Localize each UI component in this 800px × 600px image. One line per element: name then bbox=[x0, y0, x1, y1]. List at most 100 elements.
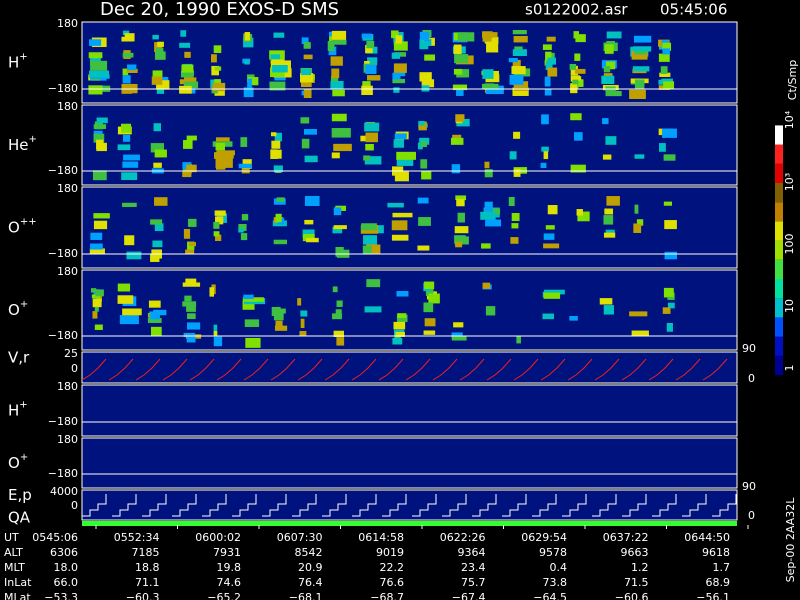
spectrogram-cell bbox=[417, 197, 429, 204]
spectrogram-cell bbox=[156, 80, 170, 90]
spectrogram-cell bbox=[183, 140, 193, 149]
spectrogram-cell bbox=[147, 317, 162, 323]
spectrogram-cell bbox=[485, 85, 504, 95]
spectrogram-cell bbox=[605, 90, 622, 97]
row-value: 1.2 bbox=[631, 561, 649, 574]
colorbar-segment bbox=[775, 240, 783, 260]
row-value: −56.1 bbox=[696, 591, 730, 600]
panel-top-tick: 180 bbox=[57, 182, 78, 195]
spectrogram-cell bbox=[187, 322, 201, 330]
spectrogram-cell bbox=[122, 75, 131, 84]
spectrogram-cell bbox=[632, 46, 652, 52]
spectrogram-cell bbox=[181, 64, 194, 73]
spectrogram-cell bbox=[92, 170, 107, 181]
panel-label-sup: + bbox=[19, 52, 27, 63]
spectrogram-cell bbox=[606, 31, 622, 39]
spectrogram-cell bbox=[421, 85, 430, 92]
spectrogram-cell bbox=[391, 52, 401, 59]
spectrogram-cell bbox=[304, 219, 314, 225]
row-value: 8542 bbox=[295, 546, 323, 559]
spectrogram-cell bbox=[92, 311, 98, 319]
spectrogram-cell bbox=[365, 143, 374, 151]
spectrogram-cell bbox=[186, 164, 197, 173]
spectrogram-cell bbox=[576, 209, 583, 216]
spectrogram-cell bbox=[540, 162, 547, 169]
spectrogram-cell bbox=[395, 331, 405, 337]
panel-top-tick: 180 bbox=[57, 265, 78, 278]
spectrogram-cell bbox=[634, 154, 645, 159]
panel-bottom-tick: −180 bbox=[48, 82, 78, 95]
spectrogram-cell bbox=[270, 149, 278, 160]
title: Dec 20, 1990 EXOS-D SMS bbox=[100, 0, 339, 20]
spectrogram-cell bbox=[633, 223, 642, 233]
spectrogram-cell bbox=[513, 131, 521, 139]
spectrogram-cell bbox=[367, 57, 378, 66]
panel-label: O+ bbox=[8, 299, 28, 319]
spectrogram-cell bbox=[271, 140, 281, 149]
velocity-trace bbox=[81, 358, 728, 381]
spectrogram-cell bbox=[303, 42, 311, 49]
spectrogram-cell bbox=[297, 298, 302, 306]
spectrogram-cell bbox=[275, 149, 282, 159]
panel-label-text: V,r bbox=[8, 348, 30, 366]
spectrogram-cell bbox=[422, 41, 432, 46]
spectrogram-cell bbox=[395, 35, 403, 44]
spectrogram-cell bbox=[484, 36, 499, 44]
spectrogram-cell bbox=[213, 231, 220, 237]
panel-bottom-tick: −180 bbox=[48, 467, 78, 480]
spectrogram-cell bbox=[117, 283, 131, 292]
right-tick: 90 bbox=[742, 342, 756, 355]
panel-top-tick: 180 bbox=[57, 100, 78, 113]
spectrogram-cell bbox=[418, 121, 427, 131]
spectrogram-cell bbox=[364, 122, 380, 132]
spectrogram-cell bbox=[121, 36, 133, 42]
spectrogram-cell bbox=[302, 229, 315, 238]
spectrogram-cell bbox=[457, 212, 465, 223]
spectrogram-cell bbox=[420, 141, 427, 148]
panel-label: H+ bbox=[8, 400, 28, 420]
spectrogram-cell bbox=[633, 35, 652, 43]
spectrogram-cell bbox=[242, 300, 255, 310]
panel-top-tick: 25 bbox=[64, 347, 78, 360]
spectrogram-cell bbox=[96, 117, 108, 124]
file-name: s0122002.asr bbox=[525, 1, 628, 19]
spectrogram-cell bbox=[547, 67, 558, 77]
qa-bar bbox=[82, 521, 737, 526]
spectrogram-cell bbox=[456, 69, 470, 78]
spectrogram-cell bbox=[148, 300, 161, 308]
panel-label-text: O bbox=[8, 301, 20, 319]
spectrogram-cell bbox=[215, 137, 230, 142]
spectrogram-cell bbox=[124, 235, 135, 246]
row-value: 9618 bbox=[702, 546, 730, 559]
spectrogram-cell bbox=[270, 60, 282, 69]
spectrogram-cell bbox=[270, 132, 277, 137]
row-value: 18.8 bbox=[135, 561, 160, 574]
spectrogram-cell bbox=[306, 237, 319, 243]
spectrogram-cell bbox=[182, 282, 201, 287]
spectrogram-cell bbox=[631, 330, 649, 337]
spectrogram-cell bbox=[482, 69, 494, 79]
panel-top-tick: 180 bbox=[57, 17, 78, 30]
row-value: 0644:50 bbox=[684, 531, 730, 544]
spectrogram-cell bbox=[391, 30, 399, 39]
row-value: 7185 bbox=[132, 546, 160, 559]
spectrogram-cell bbox=[393, 87, 400, 93]
spectrogram-cell bbox=[456, 86, 464, 96]
spectrogram-cell bbox=[215, 142, 225, 151]
spectrogram-cell bbox=[215, 216, 224, 225]
spectrogram-cell bbox=[396, 159, 414, 166]
spectrogram-cell bbox=[247, 78, 252, 89]
spectrogram-cell bbox=[482, 83, 499, 90]
row-name: UT bbox=[4, 531, 19, 544]
spectrogram-cell bbox=[604, 44, 614, 54]
row-name: MLat bbox=[4, 591, 31, 600]
spectrogram-cell bbox=[541, 114, 549, 125]
spectrogram-cell bbox=[333, 207, 342, 216]
spectrogram-cell bbox=[664, 220, 677, 230]
spectrogram-cell bbox=[418, 217, 431, 226]
spectrogram-cell bbox=[666, 322, 673, 332]
spectrogram-cell bbox=[331, 68, 340, 79]
row-value: 9663 bbox=[621, 546, 649, 559]
row-name: InLat bbox=[4, 576, 32, 589]
spectrogram-cell bbox=[663, 154, 676, 161]
